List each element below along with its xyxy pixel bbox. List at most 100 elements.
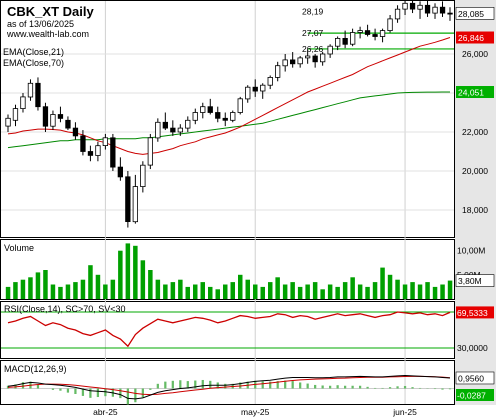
volume-bar [88, 265, 93, 299]
candle-body [162, 121, 169, 129]
candle-body [155, 121, 161, 139]
volume-bar [50, 284, 56, 299]
volume-bar [73, 282, 78, 299]
candle-body [260, 84, 266, 92]
volume-last-box [455, 274, 495, 287]
candle-body [379, 30, 386, 37]
candle-body [304, 55, 311, 59]
price-tick-label: 28,19 [302, 6, 324, 16]
volume-bar [432, 286, 438, 299]
volume-bar [200, 282, 205, 299]
volume-layer [5, 243, 453, 300]
price-pane-border [0, 0, 455, 238]
candle-body [245, 86, 251, 100]
candle-body [387, 18, 393, 31]
volume-bar [282, 284, 288, 299]
candle-body [170, 127, 176, 133]
volume-bar [350, 277, 355, 300]
candle-body [192, 112, 198, 121]
chart-title: CBK_XT Daily [7, 4, 94, 19]
volume-bar [447, 280, 453, 299]
volume-bar [402, 284, 408, 299]
gridlines [1, 1, 454, 404]
volume-bar [155, 279, 161, 299]
volume-bar [305, 284, 310, 299]
price-tick-label: 18,000 [462, 205, 488, 215]
last-value-label: 26,846 [458, 33, 484, 43]
price-tick-label: 22,000 [462, 127, 488, 137]
volume-bar [297, 286, 303, 299]
candle-body [72, 127, 79, 137]
candle-body [207, 106, 213, 113]
macd-last-label: 0,9560 [458, 373, 484, 383]
volume-bar [215, 289, 220, 299]
candle-body [87, 151, 94, 156]
x-tick-label: abr-25 [93, 407, 118, 417]
volume-bar [290, 282, 295, 299]
volume-bar [320, 289, 325, 299]
volume-bar [395, 279, 400, 299]
candle-body [432, 6, 438, 14]
volume-bar [5, 286, 11, 299]
candle-body [185, 119, 191, 129]
candle-body [289, 59, 296, 65]
candle-body [394, 8, 401, 20]
candle-body [252, 86, 258, 92]
site-url: www.wealth-lab.com [6, 29, 89, 39]
volume-bar [20, 279, 26, 299]
rsi-last-box [456, 306, 494, 319]
candle-body [50, 114, 56, 127]
candle-body [35, 82, 41, 108]
rsi-layer [1, 311, 454, 349]
rsi-line [7, 311, 451, 348]
candle-body [372, 34, 378, 37]
volume-bar [260, 286, 265, 299]
price-tick-label: 27,07 [302, 28, 324, 38]
volume-bar [335, 286, 340, 299]
candle-body [447, 12, 453, 15]
volume-bar [357, 284, 363, 299]
volume-bar [140, 260, 146, 299]
volume-bar [80, 279, 86, 299]
volume-bar [380, 267, 385, 299]
volume-bar [268, 282, 273, 299]
candle-body [57, 114, 64, 119]
candle-body [147, 137, 154, 166]
volume-bar [13, 282, 18, 299]
volume-bar [178, 279, 183, 299]
candle-body [312, 55, 318, 63]
volume-tick-label: 10,00M [457, 246, 485, 256]
candle-body [95, 145, 101, 156]
candle-body [237, 98, 243, 113]
volume-bar [95, 274, 101, 299]
candle-body [140, 164, 146, 187]
volume-bar [223, 284, 228, 299]
macd-title: MACD(12,26,9) [4, 364, 67, 374]
candle-body [5, 117, 11, 127]
volume-bar [275, 277, 280, 300]
rsi-last-label: 69,5333 [457, 308, 488, 318]
price-axis-background [455, 0, 496, 405]
volume-bar [410, 282, 415, 299]
price-tick-label: 28,93 [302, 0, 324, 2]
macd-hist-last-box [456, 389, 494, 401]
candle-body [364, 30, 371, 35]
candle-body [402, 2, 408, 10]
candle-body [20, 96, 26, 110]
macd-last-box [455, 371, 495, 385]
rsi-tick-label: 30,0000 [457, 343, 488, 353]
ema21-line [7, 37, 451, 155]
candle-body [297, 57, 303, 65]
rsi-pane-border [0, 301, 455, 359]
candle-body [334, 38, 341, 47]
candle-body [27, 82, 34, 98]
candle-body [409, 2, 416, 10]
candle-body [319, 53, 326, 63]
legend-ema70: EMA(Close,70) [3, 58, 64, 68]
candle-body [222, 117, 228, 121]
candle-body [357, 30, 363, 33]
candle-body [177, 127, 184, 133]
candle-body [327, 45, 333, 55]
volume-bar [170, 282, 176, 299]
